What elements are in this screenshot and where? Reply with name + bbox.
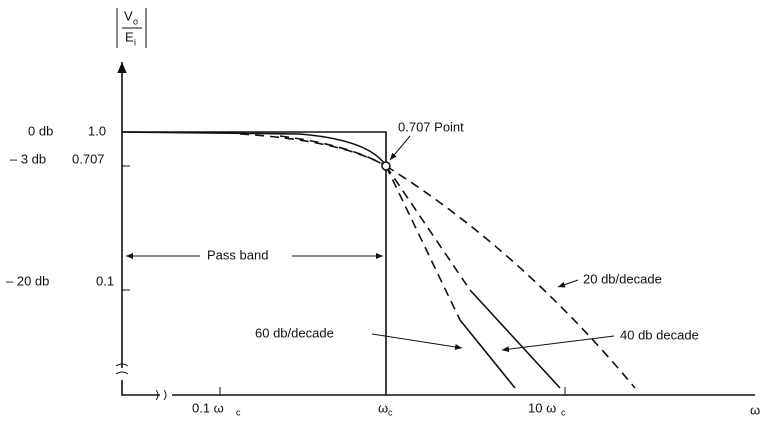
point-marker <box>382 162 390 170</box>
slope-label: 60 db/decade <box>255 325 334 340</box>
db-label: – 20 db <box>6 273 49 288</box>
denominator-sub: i <box>134 37 136 47</box>
bode-diagram: V o E i 0 db 1.0 – 3 db 0.707 – 20 db 0.… <box>0 0 761 421</box>
ratio-label: 0.707 <box>72 151 105 166</box>
x-label: 0.1 ω <box>192 400 224 415</box>
x-axis <box>122 380 755 395</box>
slope-label: 20 db/decade <box>583 271 662 286</box>
ratio-label: 1.0 <box>88 123 106 138</box>
ratio-label: 0.1 <box>96 273 114 288</box>
response-curve-dashed <box>240 134 386 166</box>
numerator-sub: o <box>133 16 138 26</box>
numerator: V <box>124 8 133 23</box>
slope-40-dash <box>386 166 470 290</box>
slope-60-dash <box>386 166 460 320</box>
x-label-sub: c <box>236 407 241 417</box>
x-label: 10 ω <box>528 400 556 415</box>
db-label: 0 db <box>28 123 53 138</box>
db-label: – 3 db <box>10 151 46 166</box>
point-arrow <box>390 136 410 160</box>
slope-arrow <box>558 280 578 287</box>
denominator: E <box>125 29 134 44</box>
slope-40-line <box>470 290 560 388</box>
x-label: ω <box>378 400 388 415</box>
ideal-response <box>122 132 386 395</box>
pass-band-label: Pass band <box>207 247 268 262</box>
x-label-sub: c <box>388 407 393 417</box>
y-axis-label: V o E i <box>117 8 146 48</box>
x-label: ω <box>750 402 760 417</box>
slope-label: 40 db decade <box>620 327 699 342</box>
x-label-sub: c <box>561 407 566 417</box>
point-label: 0.707 Point <box>398 119 464 134</box>
